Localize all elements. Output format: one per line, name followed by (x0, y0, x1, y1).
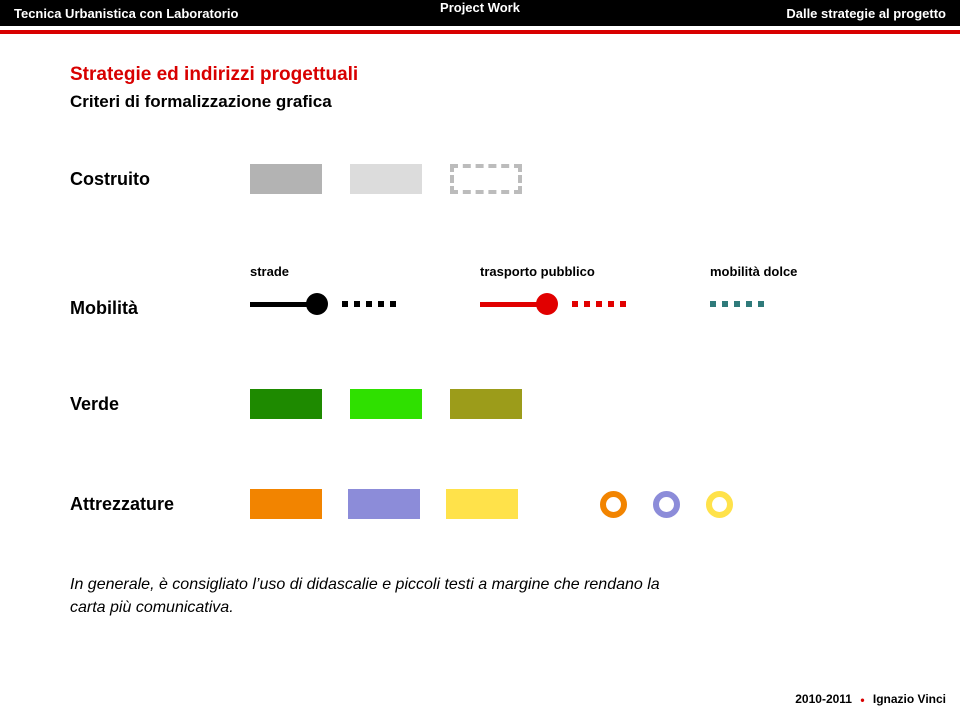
content: Strategie ed indirizzi progettuali Crite… (0, 34, 960, 619)
attrezzature-swatch-3 (446, 489, 518, 519)
footer-year: 2010-2011 (795, 692, 852, 706)
verde-swatch-1 (250, 389, 322, 419)
legend-row-verde: Verde (70, 389, 890, 419)
slide-note: In generale, è consigliato l’uso di dida… (70, 573, 690, 619)
footer: 2010-2011 • Ignazio Vinci (795, 692, 946, 707)
mobilita-col-dolce: mobilità dolce (710, 264, 890, 319)
page-subtitle: Criteri di formalizzazione grafica (70, 92, 890, 112)
legend-label-verde: Verde (70, 394, 250, 415)
mobilita-heading-strade: strade (250, 264, 289, 279)
costruito-swatch-2 (350, 164, 422, 194)
header-bar: Tecnica Urbanistica con Laboratorio Proj… (0, 0, 960, 26)
slide-page: Tecnica Urbanistica con Laboratorio Proj… (0, 0, 960, 721)
mobilita-col-trasporto: trasporto pubblico (480, 264, 660, 319)
costruito-swatch-dashed (450, 164, 522, 194)
attrezzature-swatch-2 (348, 489, 420, 519)
legend-row-costruito: Costruito (70, 164, 890, 194)
footer-dot-icon: • (860, 693, 864, 707)
mobilita-heading-trasporto: trasporto pubblico (480, 264, 595, 279)
attrezzature-ring-2 (653, 491, 680, 518)
mobilita-symbol-strade (250, 289, 400, 319)
page-title: Strategie ed indirizzi progettuali (70, 64, 890, 86)
mobilita-heading-dolce: mobilità dolce (710, 264, 797, 279)
legend-label-mobilita: Mobilità (70, 278, 250, 319)
footer-author: Ignazio Vinci (873, 692, 946, 706)
header-right: Dalle strategie al progetto (786, 6, 946, 21)
legend-symbols-attrezzature (250, 489, 890, 519)
verde-swatch-3 (450, 389, 522, 419)
legend-label-costruito: Costruito (70, 169, 250, 190)
legend-row-attrezzature: Attrezzature (70, 489, 890, 519)
mobilita-col-strade: strade (250, 264, 430, 319)
legend-symbols-costruito (250, 164, 890, 194)
header-left: Tecnica Urbanistica con Laboratorio (14, 6, 238, 21)
legend-symbols-verde (250, 389, 890, 419)
header-center: Project Work (440, 0, 520, 15)
attrezzature-ring-1 (600, 491, 627, 518)
attrezzature-swatch-1 (250, 489, 322, 519)
verde-swatch-2 (350, 389, 422, 419)
legend-label-attrezzature: Attrezzature (70, 494, 250, 515)
attrezzature-ring-3 (706, 491, 733, 518)
costruito-swatch-1 (250, 164, 322, 194)
header-center-label: Project Work (440, 0, 520, 15)
legend-symbols-mobilita: strade trasporto pubblico mobilità dolce (250, 264, 890, 319)
mobilita-symbol-trasporto (480, 289, 630, 319)
mobilita-symbol-dolce (710, 289, 764, 319)
legend-row-mobilita: Mobilità strade trasporto pubblico (70, 264, 890, 319)
